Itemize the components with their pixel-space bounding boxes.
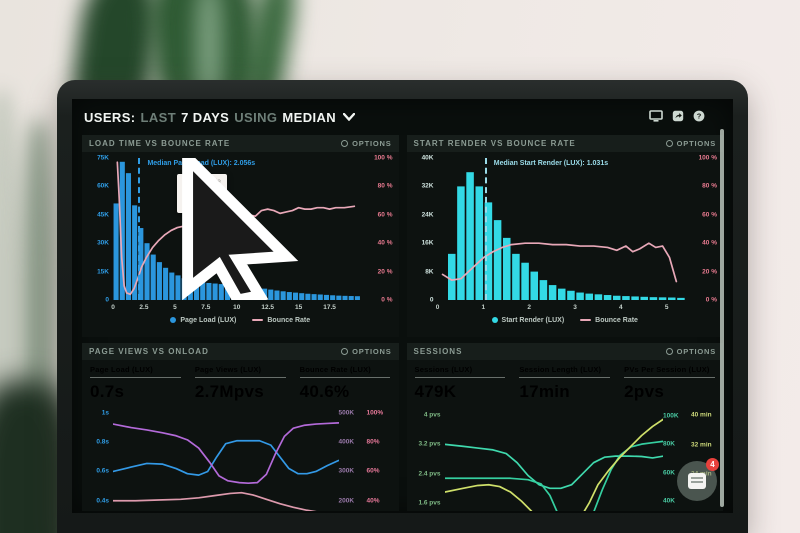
- metric-label: Session Length (LUX): [519, 365, 611, 378]
- panel-start-render: START RENDER VS BOUNCE RATE OPTIONS 40K 3…: [406, 135, 724, 337]
- chart-legend: Page Load (LUX) Bounce Rate: [82, 313, 399, 327]
- onload-chart: 1s 0.8s 0.6s 0.4s 500K 400K 300K 200K 100% 80% 60…: [82, 404, 399, 511]
- y-axis-left: 75K 60K 45K 30K 15K 0: [97, 154, 109, 304]
- median-line: Median Start Render (LUX): 1.031s: [484, 158, 608, 300]
- panel-page-views-onload: PAGE VIEWS VS ONLOAD OPTIONS Page Load (…: [82, 343, 399, 511]
- metric-bounce-rate: Bounce Rate (LUX) 40.6%: [299, 365, 391, 402]
- dashboard-screen: USERS: LAST 7 DAYS USING MEDIAN: [72, 99, 733, 513]
- chat-widget-button[interactable]: 4: [677, 458, 719, 501]
- median-label: Median Start Render (LUX): 1.031s: [493, 160, 609, 167]
- title-part: USING: [234, 109, 278, 125]
- gear-icon: [665, 348, 673, 355]
- metric-label: PVs Per Session (LUX): [624, 365, 715, 378]
- panel-grid: LOAD TIME VS BOUNCE RATE OPTIONS 75K 60K 4…: [72, 135, 733, 511]
- x-axis: 0 2.5 5 7.5 10 12.5 15 17.5: [111, 304, 336, 311]
- chart-plot[interactable]: Median Start Render (LUX): 1.031s: [438, 158, 686, 300]
- options-button[interactable]: OPTIONS: [665, 139, 716, 148]
- y-axis-right: 500K 400K 300K 200K 100% 80% 60% 40%: [338, 409, 384, 505]
- y-axis-left: 40K 32K 24K 16K 8K 0: [421, 154, 434, 304]
- mouse-cursor-icon: [182, 158, 299, 300]
- lines: [113, 410, 339, 511]
- y-axis-right: 100 % 80 % 60 % 40 % 20 % 0 %: [374, 154, 393, 304]
- bars-and-line: [438, 172, 685, 300]
- display-icon[interactable]: [649, 110, 663, 122]
- metric-value: 479K: [414, 382, 457, 401]
- window-toolbar: ?: [649, 110, 705, 122]
- options-label: OPTIONS: [676, 347, 716, 356]
- gear-icon: [341, 348, 349, 355]
- metric-value: 17min: [519, 382, 570, 401]
- help-icon[interactable]: ?: [693, 110, 705, 122]
- legend-item[interactable]: Bounce Rate: [580, 317, 638, 324]
- gear-icon: [341, 140, 349, 147]
- metric-label: Bounce Rate (LUX): [299, 365, 391, 378]
- metric-sessions: Sessions (LUX) 479K: [414, 365, 506, 402]
- chat-bubble-icon: [688, 473, 706, 489]
- metric-value: 2pvs: [624, 382, 665, 401]
- panel-title: LOAD TIME VS BOUNCE RATE: [89, 139, 231, 148]
- metric-value: 40.6%: [299, 382, 350, 401]
- options-button[interactable]: OPTIONS: [341, 347, 391, 356]
- panel-title: PAGE VIEWS VS ONLOAD: [89, 347, 209, 356]
- chart-plot[interactable]: [445, 410, 664, 511]
- options-label: OPTIONS: [352, 347, 392, 356]
- metric-row: Sessions (LUX) 479K Session Length (LUX)…: [407, 360, 724, 404]
- y-axis-left: 4 pvs 3.2 pvs 2.4 pvs 1.6 pvs: [418, 411, 441, 507]
- legend-item[interactable]: Start Render (LUX): [491, 317, 564, 324]
- metric-label: Page Load (LUX): [90, 365, 181, 378]
- chat-unread-badge: 4: [706, 458, 719, 471]
- panel-header: START RENDER VS BOUNCE RATE OPTIONS: [406, 135, 723, 152]
- gear-icon: [665, 140, 673, 147]
- vertical-scrollbar[interactable]: [720, 129, 724, 507]
- metric-page-load: Page Load (LUX) 0.7s: [90, 365, 181, 402]
- dashboard-topbar: USERS: LAST 7 DAYS USING MEDIAN: [72, 99, 733, 135]
- load-time-chart: 75K 60K 45K 30K 15K 0 Median Page Load (LUX):…: [82, 152, 399, 304]
- metric-pvs-per-session: PVs Per Session (LUX) 2pvs: [624, 365, 715, 402]
- sessions-chart: 4 pvs 3.2 pvs 2.4 pvs 1.6 pvs 100K 80K 60K 40K…: [407, 404, 724, 511]
- panel-sessions: SESSIONS OPTIONS Sessions (LUX) 479K Ses…: [406, 343, 724, 511]
- title-part: USERS:: [84, 109, 136, 125]
- panel-header: PAGE VIEWS VS ONLOAD OPTIONS: [82, 343, 399, 360]
- metric-value: 2.7Mpvs: [194, 382, 265, 401]
- y-axis-right: 100 % 80 % 60 % 40 % 20 % 0 %: [698, 154, 717, 304]
- panel-header: LOAD TIME VS BOUNCE RATE OPTIONS: [82, 135, 399, 152]
- metric-session-length: Session Length (LUX) 17min: [519, 365, 611, 402]
- chart-plot[interactable]: [113, 410, 339, 511]
- panel-title: SESSIONS: [413, 347, 463, 356]
- users-range-dropdown[interactable]: USERS: LAST 7 DAYS USING MEDIAN: [84, 109, 356, 125]
- share-icon[interactable]: [672, 110, 684, 122]
- metric-label: Sessions (LUX): [414, 365, 506, 378]
- options-button[interactable]: OPTIONS: [665, 347, 716, 356]
- panel-load-time: LOAD TIME VS BOUNCE RATE OPTIONS 75K 60K 4…: [82, 135, 399, 337]
- y-axis-left: 1s 0.8s 0.6s 0.4s: [96, 409, 109, 505]
- svg-text:?: ?: [697, 112, 702, 121]
- median-label: Median Page Load (LUX): 2.056s: [147, 160, 256, 167]
- metric-value: 0.7s: [90, 382, 125, 401]
- start-render-chart: 40K 32K 24K 16K 8K 0 Median Start Render (LUX…: [407, 152, 724, 304]
- chevron-down-icon: [343, 113, 356, 121]
- lines: [445, 410, 664, 511]
- legend-item[interactable]: Bounce Rate: [252, 317, 310, 324]
- title-part: LAST: [140, 109, 177, 125]
- metric-page-views: Page Views (LUX) 2.7Mpvs: [194, 365, 286, 402]
- panel-title: START RENDER VS BOUNCE RATE: [413, 139, 576, 148]
- legend-item[interactable]: Page Load (LUX): [170, 317, 236, 324]
- median-line: Median Page Load (LUX): 2.056s: [138, 158, 255, 300]
- chart-plot[interactable]: Median Page Load (LUX): 2.056s Bounce Ra…: [113, 158, 361, 300]
- title-part: 7 DAYS: [181, 109, 230, 125]
- laptop: USERS: LAST 7 DAYS USING MEDIAN: [57, 80, 748, 533]
- panel-header: SESSIONS OPTIONS: [406, 343, 723, 360]
- options-button[interactable]: OPTIONS: [341, 139, 391, 148]
- metric-label: Page Views (LUX): [194, 365, 286, 378]
- metric-row: Page Load (LUX) 0.7s Page Views (LUX) 2.…: [82, 360, 399, 404]
- chart-legend: Start Render (LUX) Bounce Rate: [407, 313, 724, 327]
- options-label: OPTIONS: [352, 139, 392, 148]
- options-label: OPTIONS: [676, 139, 716, 148]
- title-part: MEDIAN: [282, 109, 337, 125]
